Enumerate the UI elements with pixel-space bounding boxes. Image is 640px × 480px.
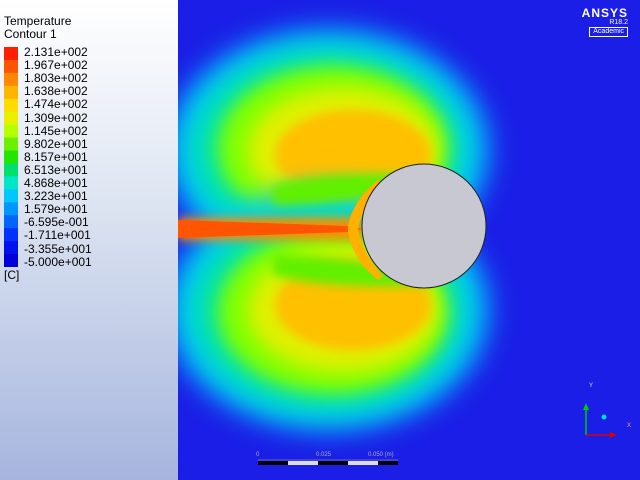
legend-level-label: 9.802e+001: [24, 136, 88, 151]
color-legend-bar: [4, 47, 18, 267]
legend-swatch: [4, 85, 18, 100]
legend-subtitle: Contour 1: [4, 27, 57, 41]
legend-level-label: 2.131e+002: [24, 45, 88, 59]
legend-swatch: [4, 254, 18, 267]
legend-swatch: [4, 228, 18, 242]
legend-level-label: -5.000e+001: [24, 254, 92, 269]
legend-swatch: [4, 150, 18, 164]
scale-bar: [258, 459, 398, 465]
scale-label-1: 0.025: [316, 452, 332, 458]
legend-level-label: 1.967e+002: [24, 58, 88, 73]
legend-swatch: [4, 202, 18, 216]
legend-title: Temperature: [4, 14, 72, 28]
legend-level-label: -6.595e-001: [24, 215, 89, 230]
legend-swatch: [4, 215, 18, 229]
legend-swatch: [4, 59, 18, 74]
temperature-contour-plot[interactable]: [178, 0, 640, 480]
legend-swatch: [4, 176, 18, 190]
edition-label: Academic: [589, 27, 628, 37]
legend-level-label: -3.355e+001: [24, 241, 92, 256]
legend-swatch: [4, 124, 18, 139]
axis-triad: [583, 403, 617, 438]
legend-swatch: [4, 111, 18, 126]
legend-swatch: [4, 137, 18, 152]
ansys-logo: ANSYS: [581, 6, 628, 20]
legend-level-label: 6.513e+001: [24, 162, 88, 177]
legend-swatch: [4, 72, 18, 87]
legend-level-label: 3.223e+001: [24, 189, 88, 204]
legend-swatch: [4, 47, 18, 61]
legend-level-label: 1.474e+002: [24, 97, 88, 112]
solid-cylinder: [361, 163, 487, 289]
legend-level-label: 4.868e+001: [24, 176, 88, 190]
version-label: R18.2: [609, 19, 628, 26]
legend-swatch: [4, 98, 18, 113]
scale-label-2: 0.050 (m): [368, 452, 394, 458]
legend-unit: [C]: [4, 268, 20, 282]
legend-level-label: 1.638e+002: [24, 84, 88, 99]
legend-swatch: [4, 163, 18, 177]
legend-level-label: 1.309e+002: [24, 110, 88, 125]
legend-swatch: [4, 241, 18, 255]
legend-level-label: 1.579e+001: [24, 202, 88, 217]
legend-level-label: 1.145e+002: [24, 123, 88, 138]
legend-level-label: -1.711e+001: [24, 228, 91, 243]
legend-level-label: 1.803e+002: [24, 71, 88, 86]
z-axis-marker: [601, 414, 607, 420]
axis-y-label: Y: [589, 383, 594, 389]
legend-swatch: [4, 189, 18, 203]
legend-level-label: 8.157e+001: [24, 149, 88, 164]
viewport-gradient-background: [0, 0, 178, 480]
hot-jet: [178, 180, 383, 280]
axis-x-label: X: [627, 423, 632, 429]
scale-label-0: 0: [256, 452, 260, 458]
